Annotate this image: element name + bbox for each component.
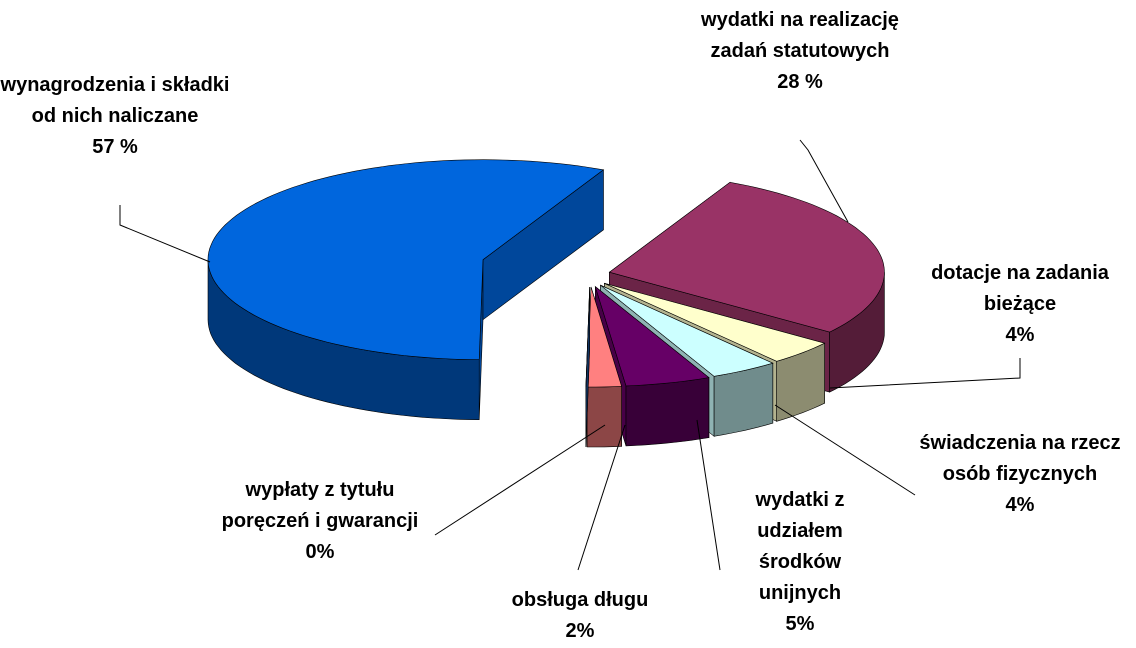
category-label: wynagrodzenia i składki od nich naliczan… [0,74,230,127]
value-label: 0% [305,541,335,563]
slice-top [604,283,826,362]
category-label: wydatki z udziałem środków unijnych [755,489,845,604]
value-label: 4% [1005,324,1035,346]
slice [586,286,623,448]
slice [585,286,591,448]
data-label: wypłaty z tytułu poręczeń i gwarancji 0% [205,475,435,568]
leader-line [696,419,721,571]
value-label: 4% [1005,494,1035,516]
data-label: wynagrodzenia i składki od nich naliczan… [0,70,235,163]
slice [207,159,605,421]
slice-top [585,286,590,388]
leader-line [799,139,849,223]
value-label: 5% [785,613,815,635]
data-label: obsługa długu 2% [480,585,680,647]
slice-top [594,285,710,387]
data-label: wydatki z udziałem środków unijnych 5% [725,485,875,640]
category-label: wypłaty z tytułu poręczeń i gwarancji [221,479,419,532]
slice-top [608,181,885,333]
leader-line [577,424,626,571]
value-label: 57 % [92,136,138,158]
value-label: 2% [565,620,595,642]
leader-line [829,358,1021,389]
category-label: obsługa długu [511,589,649,611]
leader-line [119,205,211,263]
leader-line [774,404,916,496]
category-label: wydatki na realizację zadań statutowych [701,9,899,62]
slice-side [586,386,622,448]
leader-line [434,424,606,536]
slice-top [600,284,774,377]
value-label: 28 % [777,71,823,93]
data-label: świadczenia na rzecz osób fizycznych 4% [915,428,1125,521]
category-label: świadczenia na rzecz osób fizycznych [919,432,1121,485]
slice-side [625,377,710,447]
slice-top [207,159,605,361]
slice [594,285,710,447]
data-label: dotacje na zadania bieżące 4% [910,258,1130,351]
data-label: wydatki na realizację zadań statutowych 2… [680,5,920,98]
category-label: dotacje na zadania bieżące [931,262,1109,315]
